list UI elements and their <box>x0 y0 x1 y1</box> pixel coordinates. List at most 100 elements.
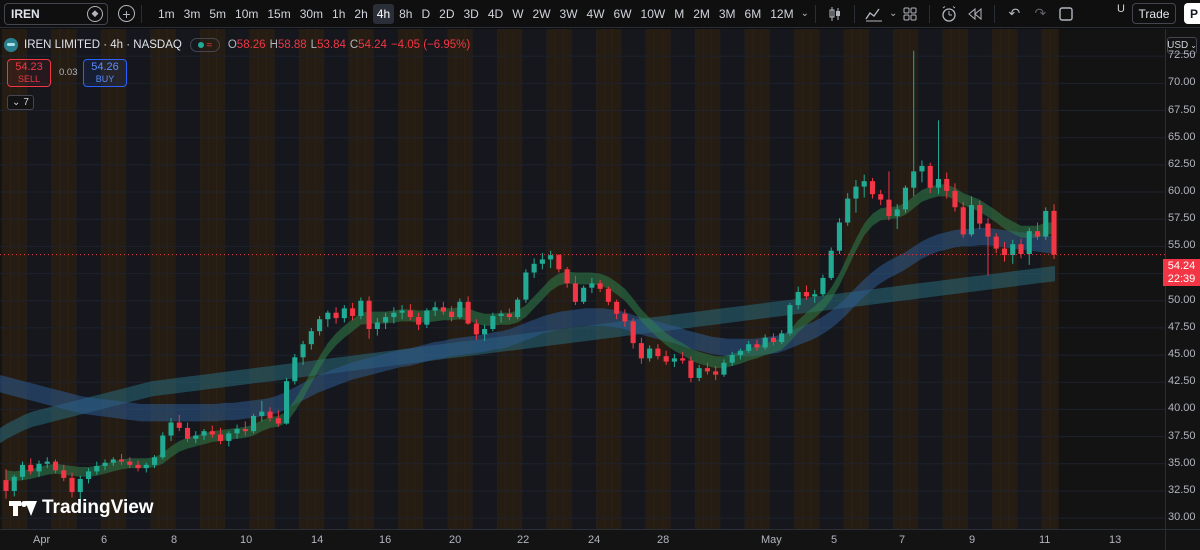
interval-10W[interactable]: 10W <box>640 6 666 21</box>
candle-body <box>878 194 884 200</box>
time-tick: May <box>761 534 782 546</box>
interval-3W[interactable]: 3W <box>559 6 578 21</box>
chevron-down-icon[interactable]: ⌄ <box>888 8 898 19</box>
session-background <box>505 29 514 529</box>
session-background <box>926 29 935 529</box>
candle-body <box>737 350 743 356</box>
candle-body <box>391 312 397 318</box>
low-label: L <box>310 39 318 51</box>
candle-body <box>647 348 653 359</box>
buy-button[interactable]: 54.26 BUY <box>83 59 127 87</box>
session-background <box>232 29 242 529</box>
interval-M[interactable]: M <box>674 6 685 21</box>
sell-button[interactable]: 54.23 SELL <box>7 59 51 87</box>
session-background <box>909 29 919 529</box>
session-background <box>455 29 465 529</box>
candle-body <box>952 190 958 208</box>
interval-2M[interactable]: 2M <box>693 6 710 21</box>
compare-add-icon[interactable]: + <box>118 5 135 22</box>
candle-body <box>482 329 488 335</box>
interval-4W[interactable]: 4W <box>586 6 605 21</box>
candle-body <box>3 480 9 491</box>
time-tick: 16 <box>379 534 392 546</box>
market-status-badge[interactable]: ≈ <box>189 38 220 52</box>
candle-body <box>52 461 59 471</box>
interval-2D[interactable]: 2D <box>439 6 455 21</box>
symbol-search[interactable]: IREN ◆ <box>4 2 108 25</box>
candle-body <box>919 165 925 172</box>
publish-button[interactable]: P <box>1184 3 1200 24</box>
interval-8h[interactable]: 8h <box>399 6 413 21</box>
price-chart[interactable] <box>0 29 1165 529</box>
mid-moving-average-band <box>0 227 1055 422</box>
interval-4h[interactable]: 4h <box>372 3 395 24</box>
alert-clock-icon[interactable] <box>936 3 962 25</box>
candles-icon[interactable] <box>822 3 848 25</box>
candle-body <box>333 312 339 319</box>
price-tick: 72.50 <box>1168 49 1196 62</box>
candle-body <box>795 292 801 306</box>
interval-3m[interactable]: 3m <box>183 6 201 21</box>
chart-pane[interactable] <box>0 29 1165 529</box>
candle-body <box>457 301 463 318</box>
indicators-icon[interactable] <box>861 3 887 25</box>
interval-4D[interactable]: 4D <box>487 6 504 21</box>
interval-1m[interactable]: 1m <box>158 6 175 21</box>
square-icon[interactable] <box>1053 3 1079 25</box>
user-badge[interactable]: U <box>1117 3 1125 15</box>
candle-body <box>721 362 727 375</box>
session-background <box>488 29 498 529</box>
interval-3D[interactable]: 3D <box>463 6 479 21</box>
candle-body <box>1018 244 1024 254</box>
candle-body <box>465 301 471 324</box>
interval-6M[interactable]: 6M <box>744 6 762 21</box>
interval-1h[interactable]: 1h <box>332 6 346 21</box>
undo-icon[interactable]: ↶ <box>1008 5 1021 21</box>
session-background <box>620 29 630 529</box>
interval-W[interactable]: W <box>512 6 524 21</box>
candle-body <box>531 263 537 273</box>
interval-10m[interactable]: 10m <box>235 6 259 21</box>
session-background <box>307 29 316 529</box>
replay-icon[interactable] <box>962 3 988 25</box>
chevron-down-icon[interactable]: ⌄ <box>800 8 809 19</box>
interval-5m[interactable]: 5m <box>209 6 227 21</box>
candle-body <box>160 435 166 458</box>
time-tick: 11 <box>1039 534 1051 546</box>
candle-body <box>713 371 719 375</box>
session-background <box>282 29 292 529</box>
indicators-toggle[interactable]: ⌄ 7 <box>7 95 34 110</box>
time-axis[interactable] <box>0 529 1165 550</box>
redo-icon[interactable]: ↷ <box>1034 5 1047 21</box>
interval-2W[interactable]: 2W <box>532 6 551 21</box>
candle-body <box>416 317 422 325</box>
diamond-icon[interactable]: ◆ <box>87 5 103 22</box>
company-logo-icon <box>4 38 18 52</box>
tradingview-watermark[interactable]: TradingView <box>9 497 154 519</box>
interval-6W[interactable]: 6W <box>613 6 632 21</box>
candle-body <box>234 429 240 434</box>
indicator-glyph: ≈ <box>206 39 213 51</box>
chevron-down-icon: ⌄ <box>12 97 21 108</box>
session-background <box>761 29 770 529</box>
session-background <box>109 29 118 529</box>
session-background <box>175 29 184 529</box>
interval-15m[interactable]: 15m <box>267 6 291 21</box>
session-background <box>752 29 762 529</box>
layout-grid-icon[interactable] <box>897 3 923 25</box>
candle-body <box>1043 210 1049 237</box>
session-background <box>612 29 622 529</box>
currency-selector[interactable]: USD ⌄ <box>1167 37 1197 54</box>
price-tick: 60.00 <box>1168 185 1196 198</box>
legend-title[interactable]: IREN LIMITED · 4h · NASDAQ <box>24 39 182 51</box>
interval-D[interactable]: D <box>421 6 431 21</box>
session-background <box>530 29 539 529</box>
session-background <box>356 29 366 529</box>
trade-button[interactable]: Trade <box>1132 3 1176 24</box>
candle-body <box>671 358 677 362</box>
interval-2h[interactable]: 2h <box>354 6 368 21</box>
interval-3M[interactable]: 3M <box>718 6 736 21</box>
interval-30m[interactable]: 30m <box>299 6 324 21</box>
session-background <box>678 29 688 529</box>
interval-12M[interactable]: 12M <box>770 6 794 21</box>
